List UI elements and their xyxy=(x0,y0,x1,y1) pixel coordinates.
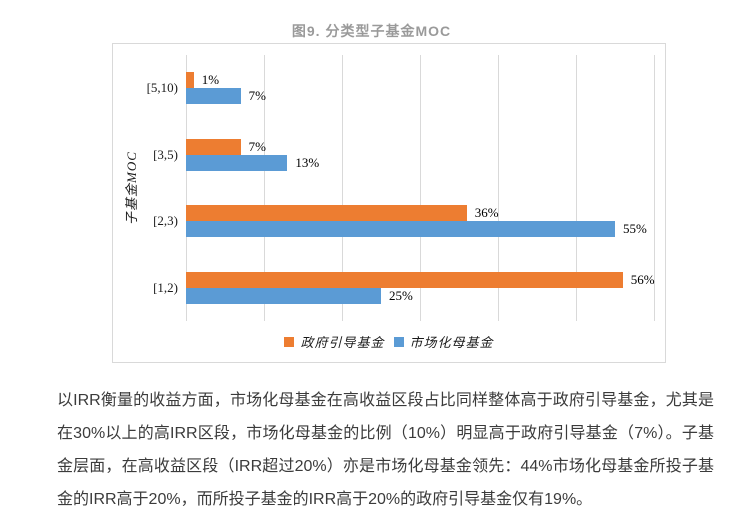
legend-item: 市场化母基金 xyxy=(393,332,494,351)
gridline xyxy=(342,55,343,321)
gridline xyxy=(264,55,265,321)
legend-item: 政府引导基金 xyxy=(284,332,384,351)
gridline xyxy=(498,55,499,321)
bar xyxy=(186,88,241,105)
gridline xyxy=(654,55,655,321)
figure-title: 图9. 分类型子基金MOC xyxy=(291,23,452,39)
legend-swatch xyxy=(284,336,295,347)
y-axis-line xyxy=(186,55,187,321)
legend-swatch xyxy=(393,336,404,347)
plot-area: 子基金MOC [5,10) 1% 7% [3,5) 7% 13% [2,3) 36% 55% [1… xyxy=(124,55,655,321)
bar-value-label: 7% xyxy=(248,138,266,154)
legend-label: 市场化母基金 xyxy=(409,335,494,350)
category-label: [2,3) xyxy=(153,213,178,229)
bar-value-label: 7% xyxy=(248,88,266,104)
bar xyxy=(186,72,194,89)
category-label: [3,5) xyxy=(153,146,178,162)
bar-value-label: 55% xyxy=(623,221,647,237)
body-paragraph: 以IRR衡量的收益方面，市场化母基金在高收益区段占比同样整体高于政府引导基金，尤… xyxy=(57,392,714,508)
category-label: [5,10) xyxy=(146,80,178,96)
bar xyxy=(186,154,288,171)
bar xyxy=(186,205,467,222)
bar-value-label: 36% xyxy=(474,205,499,221)
gridline xyxy=(420,55,421,321)
gridline xyxy=(576,55,577,321)
bar xyxy=(186,221,615,238)
chart: 子基金MOC [5,10) 1% 7% [3,5) 7% 13% [2,3) 36% 55% [1… xyxy=(112,43,666,363)
bar xyxy=(186,271,623,288)
bar xyxy=(186,287,381,304)
bar-value-label: 13% xyxy=(295,154,320,170)
bar xyxy=(186,138,241,155)
bar-value-label: 25% xyxy=(389,287,413,303)
chart-legend: 政府引导基金 市场化母基金 xyxy=(113,332,665,351)
legend-label: 政府引导基金 xyxy=(300,335,385,350)
bar-value-label: 1% xyxy=(201,72,220,88)
category-label: [1,2) xyxy=(153,279,178,295)
bar-value-label: 56% xyxy=(630,271,655,287)
